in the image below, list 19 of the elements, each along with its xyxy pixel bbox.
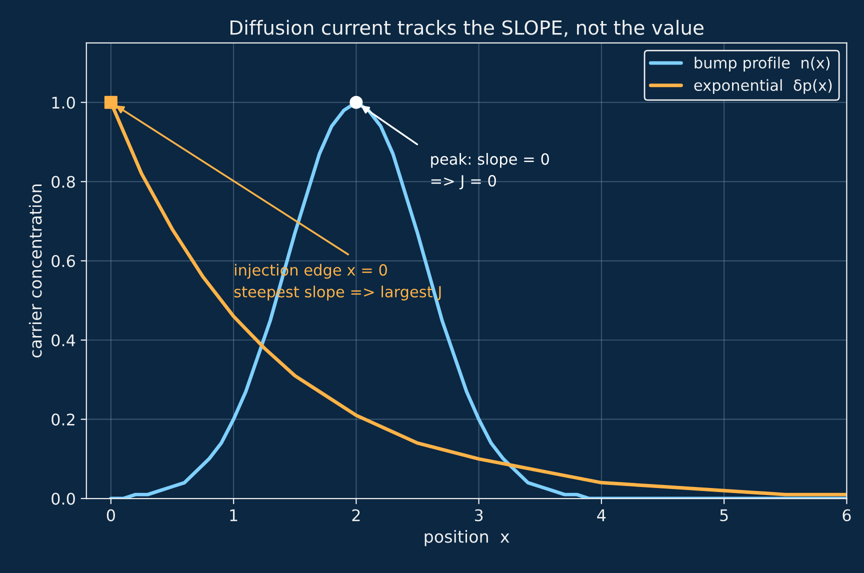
x-tick-label: 2 (352, 509, 360, 522)
legend-label: exponential δp(x) (694, 79, 832, 94)
x-tick-label: 3 (474, 509, 483, 522)
x-tick-label: 6 (842, 509, 851, 522)
y-tick-label: 1.0 (52, 96, 75, 109)
x-tick-label: 0 (106, 509, 115, 522)
y-tick-label: 0.4 (52, 334, 76, 346)
x-tick-label: 1 (230, 509, 238, 522)
y-tick-label: 0.2 (52, 414, 74, 426)
legend-label: bump profile n(x) (694, 56, 830, 72)
y-tick-label: 0.6 (52, 255, 75, 268)
y-tick-label: 0.8 (52, 176, 75, 188)
x-tick-label: 5 (720, 509, 728, 522)
annotation: peak: slope = 0 => J = 0 (431, 153, 549, 190)
y-axis-title: carrier concentration (28, 184, 42, 358)
y-tick-label: 0.0 (52, 492, 75, 505)
x-axis-title: position x (424, 530, 510, 546)
chart-title: Diffusion current tracks the SLOPE, not the value (230, 20, 704, 37)
x-tick-label: 4 (597, 509, 606, 522)
